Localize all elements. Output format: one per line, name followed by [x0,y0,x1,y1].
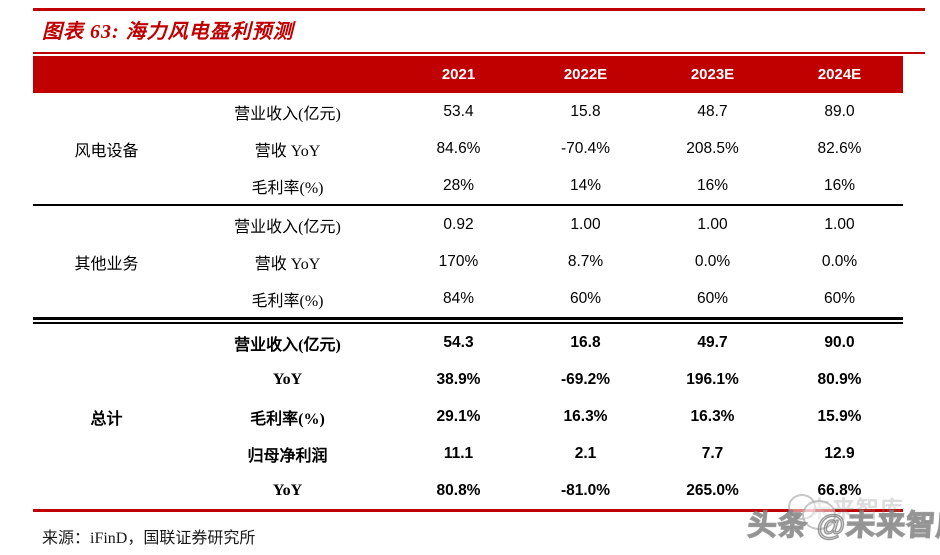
row-label: 营收 YoY [254,142,321,160]
source-note: 来源：iFinD，国联证券研究所 [42,530,256,547]
table-cell: 0.92 [443,215,474,233]
table-cell: 170% [438,252,479,270]
table-cell: 2.1 [574,444,597,462]
table-cell: 80.9% [817,370,862,388]
table-cell: 1.00 [697,215,728,233]
table-cell: 28% [442,176,475,194]
table-cell: 16.3% [690,407,735,425]
table-cell: 0.0% [821,252,858,270]
row-label: 营收 YoY [254,255,321,273]
table-cell: 90.0 [824,333,855,351]
table-cell: 208.5% [686,139,739,157]
table-cell: 1.00 [570,215,601,233]
row-label: 毛利率(%) [250,410,325,428]
table-cell: 16% [696,176,729,194]
profit-forecast-table: 2021 2022E 2023E 2024E 风电设备 营业收入(亿元) 53.… [33,56,903,512]
row-label: 毛利率(%) [251,292,324,310]
table-cell: 89.0 [824,102,855,120]
table-cell: -70.4% [560,139,611,157]
table-cell: 82.6% [817,139,862,157]
table-cell: 60% [823,289,856,307]
table-cell: -69.2% [560,370,611,388]
row-label: YoY [272,481,303,499]
title-top-rule [33,8,925,11]
table-cell: 15.8 [570,102,601,120]
header-col-2021: 2021 [441,66,476,83]
table-cell: 16% [823,176,856,194]
table-cell: 84.6% [436,139,481,157]
row-label: YoY [272,370,303,388]
group-wind-equipment: 风电设备 营业收入(亿元) 53.4 15.8 48.7 89.0 营收 YoY… [33,93,903,204]
table-cell: 53.4 [443,102,474,120]
section-divider [33,204,903,206]
table-cell: 14% [569,176,602,194]
section-divider-double [33,317,903,324]
row-label: 营业收入(亿元) [234,336,341,354]
watermark-text: 头条 @未来智库 [746,509,940,542]
group-label-other-business: 其他业务 [74,255,139,273]
watermark-logo-icon [788,492,836,530]
header-col-2023e: 2023E [690,66,735,83]
table-cell: 66.8% [817,481,862,499]
group-other-business: 其他业务 营业收入(亿元) 0.92 1.00 1.00 1.00 营收 YoY… [33,206,903,317]
table-cell: 0.0% [694,252,731,270]
header-col-2024e: 2024E [817,66,862,83]
table-cell: 265.0% [686,481,739,499]
table-cell: 60% [569,289,602,307]
group-total: 总计 营业收入(亿元) 54.3 16.8 49.7 90.0 YoY 38.9… [33,324,903,509]
group-label-total: 总计 [90,410,123,428]
table-cell: 80.8% [436,481,481,499]
row-label: 归母净利润 [247,447,328,465]
table-cell: 16.3% [563,407,608,425]
row-label: 毛利率(%) [251,179,324,197]
table-cell: 11.1 [443,444,474,462]
table-cell: 8.7% [567,252,604,270]
table-cell: 16.8 [570,333,601,351]
table-cell: 1.00 [824,215,855,233]
row-label: 营业收入(亿元) [234,105,341,123]
figure-title: 图表 63: 海力风电盈利预测 [42,21,294,43]
table-cell: -81.0% [560,481,611,499]
title-bottom-rule [33,52,925,54]
table-cell: 54.3 [443,333,474,351]
table-cell: 29.1% [436,407,481,425]
table-bottom-rule [33,509,903,512]
table-cell: 60% [696,289,729,307]
table-header-row: 2021 2022E 2023E 2024E [33,56,903,93]
group-label-wind-equipment: 风电设备 [74,142,139,160]
table-cell: 7.7 [701,444,724,462]
header-col-2022e: 2022E [563,66,608,83]
table-cell: 49.7 [697,333,728,351]
table-cell: 12.9 [824,444,855,462]
table-cell: 15.9% [817,407,862,425]
table-cell: 38.9% [436,370,481,388]
row-label: 营业收入(亿元) [234,218,341,236]
table-cell: 48.7 [697,102,728,120]
table-cell: 84% [442,289,475,307]
table-cell: 196.1% [686,370,739,388]
